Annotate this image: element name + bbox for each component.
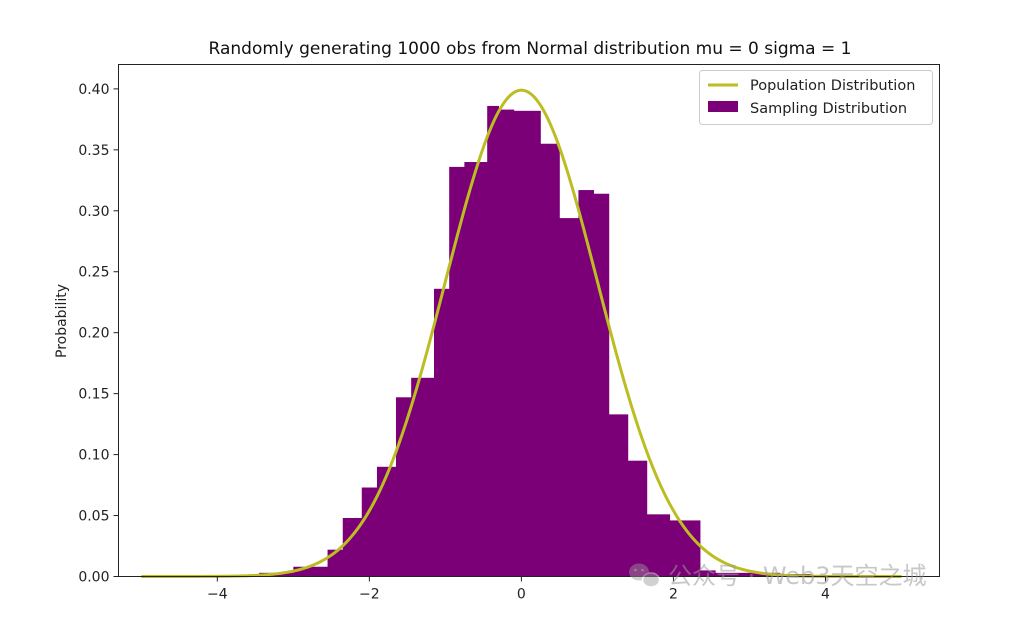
histogram-bar <box>578 190 595 577</box>
watermark-text: 公众号 · Web3天空之城 <box>668 562 926 590</box>
y-tick-label: 0.35 <box>78 143 109 159</box>
y-tick-label: 0.25 <box>78 265 109 281</box>
histogram-bar <box>395 397 412 577</box>
histogram-bar <box>700 570 716 577</box>
histogram-bar <box>361 487 378 577</box>
chart-title: Randomly generating 1000 obs from Normal… <box>209 39 852 59</box>
y-axis-label: Probability <box>54 284 70 358</box>
histogram-bar <box>376 466 397 577</box>
legend: Population Distribution Sampling Distrib… <box>699 70 933 125</box>
y-tick-label: 0.15 <box>78 387 109 403</box>
histogram-bar <box>540 143 560 577</box>
legend-box <box>699 70 933 125</box>
y-tick-label: 0.00 <box>78 570 109 586</box>
population-distribution-line <box>141 88 902 578</box>
y-tick-label: 0.30 <box>78 204 109 220</box>
histogram-bar <box>433 288 450 577</box>
histogram-bar <box>293 566 328 577</box>
y-tick-label: 0.20 <box>78 326 109 342</box>
x-tick-label: 0 <box>517 587 526 603</box>
histogram-bars <box>259 105 811 577</box>
histogram-bar <box>608 414 629 577</box>
watermark: 公众号 · Web3天空之城 <box>629 562 926 590</box>
histogram-bar <box>559 218 579 577</box>
legend-label-population: Population Distribution <box>750 78 915 94</box>
legend-label-sampling: Sampling Distribution <box>750 101 907 117</box>
y-tick-label: 0.10 <box>78 448 109 464</box>
histogram-bar <box>487 105 499 577</box>
plot-frame <box>118 64 940 577</box>
histogram-bar <box>513 110 541 577</box>
histogram-bar <box>627 460 648 577</box>
x-tick-label: −4 <box>207 587 228 603</box>
histogram-bar <box>498 109 515 577</box>
histogram-bar <box>646 514 671 577</box>
legend-bar-swatch <box>708 101 738 112</box>
histogram-bar <box>449 166 465 577</box>
y-tick-label: 0.05 <box>78 509 109 525</box>
wechat-icon <box>629 563 661 588</box>
x-tick-label: 2 <box>669 587 678 603</box>
y-tick-label: 0.40 <box>78 82 109 98</box>
y-axis-ticks: 0.00 0.05 0.10 0.15 0.20 0.25 0.30 0.35 0.40 <box>78 82 119 586</box>
histogram-bar <box>593 193 610 577</box>
x-tick-label: 4 <box>821 587 830 603</box>
histogram-bar <box>715 572 750 577</box>
histogram-bar <box>411 377 435 577</box>
histogram-bar <box>464 162 488 577</box>
x-axis-ticks: −4 −2 0 2 4 <box>207 576 830 603</box>
histogram-bar <box>342 517 363 577</box>
x-tick-label: −2 <box>359 587 380 603</box>
